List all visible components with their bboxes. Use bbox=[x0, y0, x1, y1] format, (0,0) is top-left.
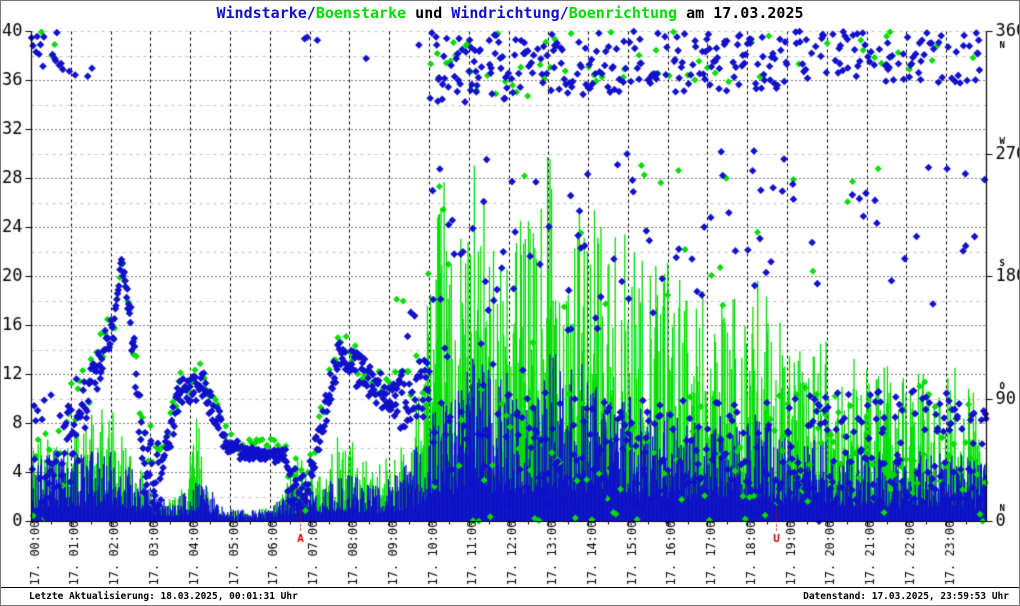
wind-chart-canvas bbox=[1, 1, 1019, 587]
chart-title: Windstarke/Boenstarke und Windrichtung/B… bbox=[1, 4, 1019, 22]
title-boenstarke-label: Boenstarke bbox=[315, 4, 407, 22]
last-update-text: Letzte Aktualisierung: 18.03.2025, 00:01… bbox=[29, 591, 298, 602]
title-und-text: und bbox=[406, 4, 452, 22]
title-boenrichtung-label: Boenrichtung bbox=[568, 4, 678, 22]
title-date-text: am 17.03.2025 bbox=[677, 4, 804, 22]
title-windrichtung-label: Windrichtung/ bbox=[451, 4, 569, 22]
title-windstarke-label: Windstarke/ bbox=[216, 4, 316, 22]
status-bar: Letzte Aktualisierung: 18.03.2025, 00:01… bbox=[1, 587, 1019, 605]
data-timestamp-text: Datenstand: 17.03.2025, 23:59:53 Uhr bbox=[803, 591, 1009, 602]
